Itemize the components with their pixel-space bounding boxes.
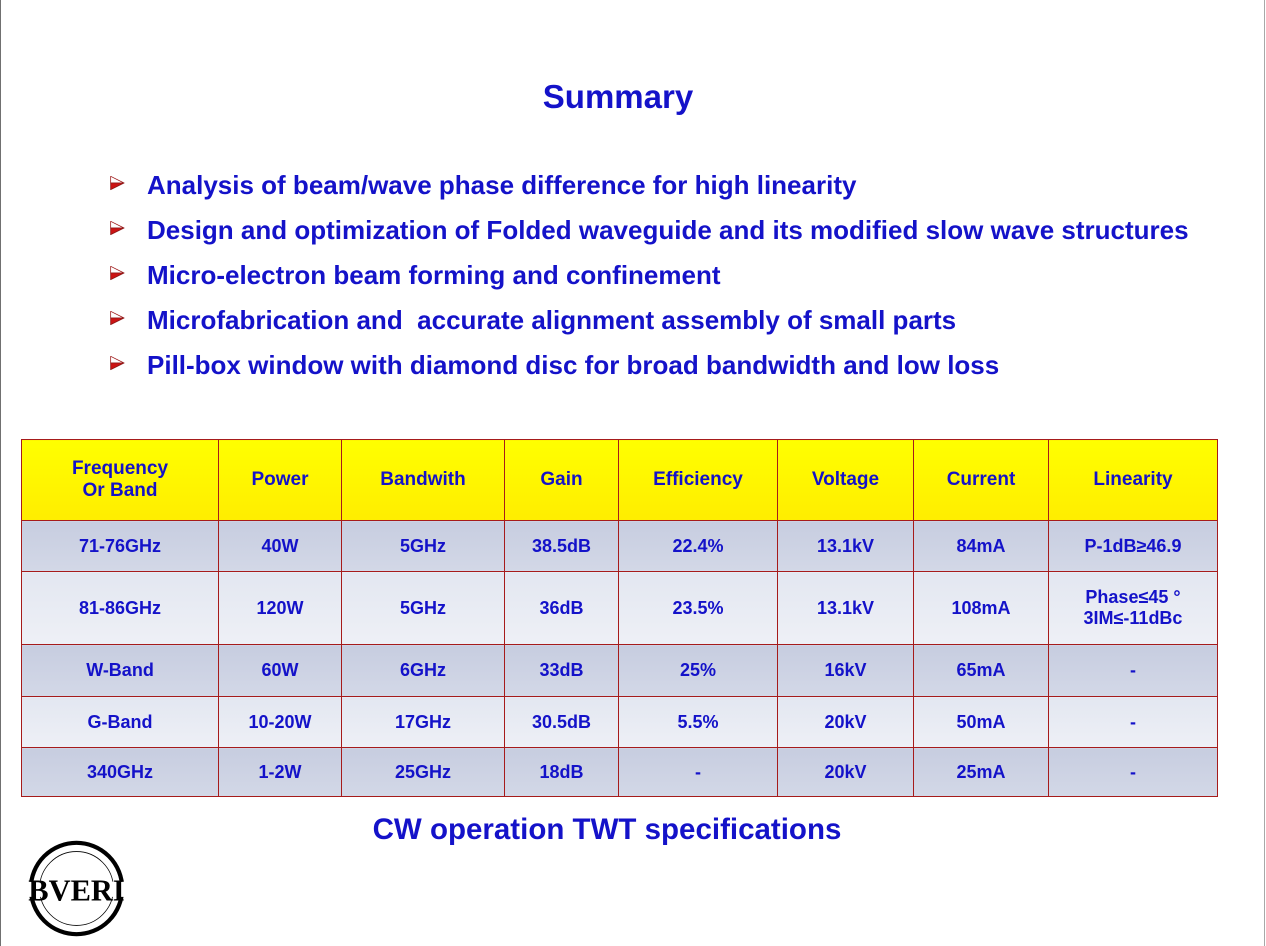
svg-text:BVERI: BVERI <box>28 874 124 908</box>
